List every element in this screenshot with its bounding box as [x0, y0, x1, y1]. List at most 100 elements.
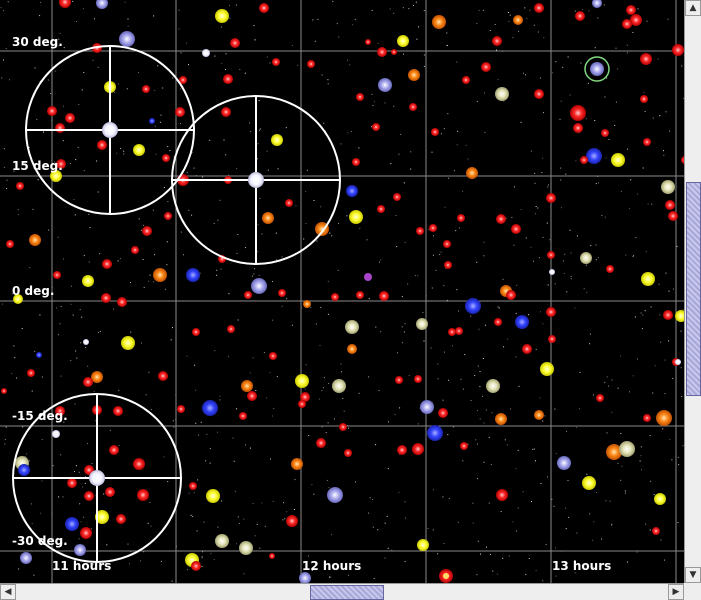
star-red[interactable] [457, 214, 465, 222]
star-red[interactable] [286, 515, 298, 527]
star-purple[interactable] [364, 273, 372, 281]
star-tan[interactable] [215, 534, 229, 548]
star-red[interactable] [596, 394, 604, 402]
star-red[interactable] [377, 47, 387, 57]
star-red[interactable] [365, 39, 371, 45]
star-red[interactable] [601, 129, 609, 137]
star-red[interactable] [80, 527, 92, 539]
star-red[interactable] [448, 328, 456, 336]
star-red[interactable] [339, 423, 347, 431]
star-orange[interactable] [513, 15, 523, 25]
star-red[interactable] [272, 58, 280, 66]
star-red[interactable] [379, 291, 389, 301]
star-bluewhite[interactable] [119, 31, 135, 47]
star-red[interactable] [331, 293, 339, 301]
star-tan[interactable] [580, 252, 592, 264]
star-red[interactable] [444, 261, 452, 269]
star-yellow[interactable] [582, 476, 596, 490]
star-white[interactable] [675, 359, 681, 365]
star-red[interactable] [101, 293, 111, 303]
star-red[interactable] [65, 113, 75, 123]
star-orange[interactable] [606, 444, 622, 460]
star-red[interactable] [640, 53, 652, 65]
star-red[interactable] [59, 0, 71, 8]
star-orange[interactable] [347, 344, 357, 354]
star-red[interactable] [429, 224, 437, 232]
star-red[interactable] [431, 128, 439, 136]
star-red[interactable] [356, 291, 364, 299]
star-blue[interactable] [149, 118, 155, 124]
star-red[interactable] [298, 400, 306, 408]
star-red[interactable] [102, 259, 112, 269]
star-red[interactable] [158, 371, 168, 381]
star-red[interactable] [344, 449, 352, 457]
star-red[interactable] [189, 482, 197, 490]
star-tan[interactable] [416, 318, 428, 330]
star-yellow[interactable] [215, 9, 229, 23]
star-red[interactable] [192, 328, 200, 336]
star-red[interactable] [55, 123, 65, 133]
star-blue[interactable] [186, 268, 200, 282]
horizontal-scroll-thumb[interactable] [310, 585, 384, 600]
star-red[interactable] [97, 140, 107, 150]
star-orange[interactable] [291, 458, 303, 470]
star-red[interactable] [652, 527, 660, 535]
star-red[interactable] [259, 3, 269, 13]
star-red[interactable] [53, 271, 61, 279]
star-yellow[interactable] [13, 294, 23, 304]
star-blue[interactable] [586, 148, 602, 164]
star-white[interactable] [83, 339, 89, 345]
star-red[interactable] [191, 561, 201, 571]
sky-canvas[interactable] [0, 0, 684, 583]
star-red[interactable] [460, 442, 468, 450]
star-red[interactable] [414, 375, 422, 383]
star-orange[interactable] [534, 410, 544, 420]
star-bluewhite[interactable] [299, 572, 311, 583]
star-bluewhite[interactable] [592, 0, 602, 8]
star-red[interactable] [481, 62, 491, 72]
star-bluewhite[interactable] [557, 456, 571, 470]
star-orange[interactable] [432, 15, 446, 29]
star-red[interactable] [546, 307, 556, 317]
star-red[interactable] [492, 36, 502, 46]
star-yellow[interactable] [121, 336, 135, 350]
star-red[interactable] [142, 85, 150, 93]
star-red[interactable] [300, 392, 310, 402]
star-red[interactable] [67, 478, 77, 488]
star-bluewhite[interactable] [590, 62, 604, 76]
star-red[interactable] [622, 19, 632, 29]
star-yellow[interactable] [82, 275, 94, 287]
star-red[interactable] [356, 93, 364, 101]
star-orange[interactable] [29, 234, 41, 246]
star-red[interactable] [83, 377, 93, 387]
star-tan[interactable] [345, 320, 359, 334]
star-red[interactable] [16, 182, 24, 190]
star-red[interactable] [27, 369, 35, 377]
star-red[interactable] [113, 406, 123, 416]
star-blue[interactable] [36, 352, 42, 358]
star-orange[interactable] [656, 410, 672, 426]
star-orange[interactable] [303, 300, 311, 308]
star-bluewhite[interactable] [251, 278, 267, 294]
star-tan[interactable] [619, 441, 635, 457]
star-red[interactable] [511, 224, 521, 234]
star-red[interactable] [84, 491, 94, 501]
star-orange[interactable] [495, 413, 507, 425]
star-red[interactable] [643, 138, 651, 146]
star-red[interactable] [393, 193, 401, 201]
star-red[interactable] [177, 405, 185, 413]
star-white[interactable] [202, 49, 210, 57]
star-blue[interactable] [515, 315, 529, 329]
star-red[interactable] [496, 214, 506, 224]
star-red[interactable] [377, 205, 385, 213]
star-red[interactable] [409, 103, 417, 111]
star-red[interactable] [244, 291, 252, 299]
star-red[interactable] [455, 327, 463, 335]
star-red[interactable] [162, 154, 170, 162]
star-red[interactable] [133, 458, 145, 470]
star-blue[interactable] [465, 298, 481, 314]
star-bluewhite[interactable] [378, 78, 392, 92]
star-red[interactable] [573, 123, 583, 133]
star-yellow[interactable] [611, 153, 625, 167]
star-red[interactable] [580, 156, 588, 164]
